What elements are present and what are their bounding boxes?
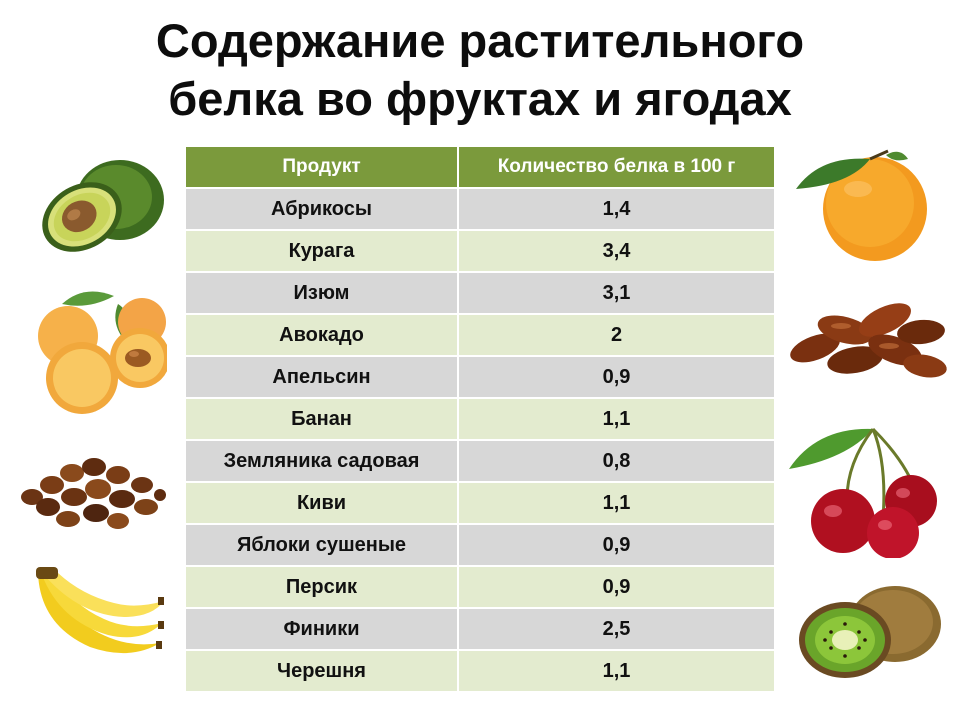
title-line-2: белка во фруктах и ягодах	[168, 72, 792, 125]
product-cell: Курага	[184, 229, 459, 273]
protein-cell: 0,9	[457, 523, 776, 567]
table-row: Банан 1,1	[184, 397, 776, 441]
protein-table: Продукт Количество белка в 100 г Абрикос…	[184, 145, 776, 693]
page-title: Содержание растительного белка во фрукта…	[0, 12, 960, 128]
protein-cell: 0,9	[457, 565, 776, 609]
product-cell: Изюм	[184, 271, 459, 315]
protein-cell: 1,1	[457, 481, 776, 525]
header-product: Продукт	[184, 145, 459, 189]
product-cell: Финики	[184, 607, 459, 651]
table-row: Авокадо 2	[184, 313, 776, 357]
table-row: Черешня 1,1	[184, 649, 776, 693]
table-row: Земляника садовая 0,8	[184, 439, 776, 483]
protein-cell: 1,4	[457, 187, 776, 231]
table-row: Апельсин 0,9	[184, 355, 776, 399]
protein-cell: 3,1	[457, 271, 776, 315]
kiwi-image	[799, 586, 941, 678]
table-row: Финики 2,5	[184, 607, 776, 651]
table-row: Киви 1,1	[184, 481, 776, 525]
banana-image	[36, 567, 164, 654]
avocado-image	[42, 160, 164, 252]
cherry-image	[789, 427, 937, 558]
product-cell: Черешня	[184, 649, 459, 693]
protein-cell: 2,5	[457, 607, 776, 651]
table-header-row: Продукт Количество белка в 100 г	[184, 145, 776, 189]
table-row: Изюм 3,1	[184, 271, 776, 315]
table-row: Курага 3,4	[184, 229, 776, 273]
header-protein: Количество белка в 100 г	[457, 145, 776, 189]
product-cell: Яблоки сушеные	[184, 523, 459, 567]
product-cell: Авокадо	[184, 313, 459, 357]
protein-cell: 2	[457, 313, 776, 357]
title-line-1: Содержание растительного	[155, 14, 805, 67]
product-cell: Земляника садовая	[184, 439, 459, 483]
protein-cell: 1,1	[457, 649, 776, 693]
orange-image	[796, 149, 927, 261]
protein-cell: 3,4	[457, 229, 776, 273]
table-row: Яблоки сушеные 0,9	[184, 523, 776, 567]
product-cell: Банан	[184, 397, 459, 441]
protein-cell: 0,8	[457, 439, 776, 483]
product-cell: Апельсин	[184, 355, 459, 399]
raisins-image	[21, 458, 166, 529]
table-row: Персик 0,9	[184, 565, 776, 609]
product-cell: Абрикосы	[184, 187, 459, 231]
table-row: Абрикосы 1,4	[184, 187, 776, 231]
apricot-image	[38, 291, 167, 414]
dates-image	[790, 303, 947, 378]
product-cell: Персик	[184, 565, 459, 609]
product-cell: Киви	[184, 481, 459, 525]
protein-cell: 0,9	[457, 355, 776, 399]
protein-cell: 1,1	[457, 397, 776, 441]
